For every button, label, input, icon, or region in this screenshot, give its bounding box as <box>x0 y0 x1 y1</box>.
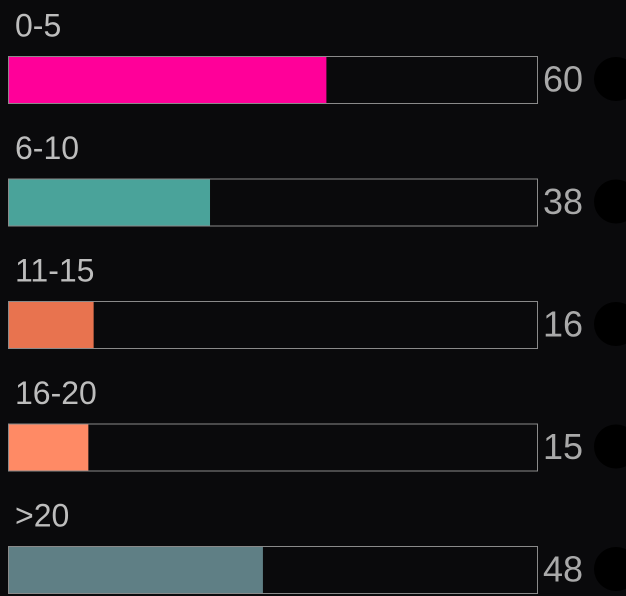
status-dot <box>594 179 626 224</box>
category-label: 16-20 <box>15 375 97 411</box>
status-dot <box>594 57 626 101</box>
category-label: 6-10 <box>15 130 79 166</box>
bar <box>9 424 89 471</box>
value-label: 48 <box>543 549 583 590</box>
bar <box>9 57 327 103</box>
value-label: 38 <box>543 181 583 222</box>
value-label: 15 <box>543 426 583 467</box>
category-label: 0-5 <box>15 7 61 43</box>
bar-track <box>8 301 538 349</box>
value-label: 60 <box>543 59 583 100</box>
bar-track <box>8 423 538 472</box>
value-label: 16 <box>543 304 583 345</box>
bar <box>9 302 94 348</box>
status-dot <box>594 424 626 469</box>
bar <box>9 179 211 226</box>
category-label: >20 <box>15 497 69 533</box>
status-dot <box>594 547 626 591</box>
bar <box>9 547 263 593</box>
category-label: 11-15 <box>15 252 94 288</box>
status-dot <box>594 302 626 346</box>
